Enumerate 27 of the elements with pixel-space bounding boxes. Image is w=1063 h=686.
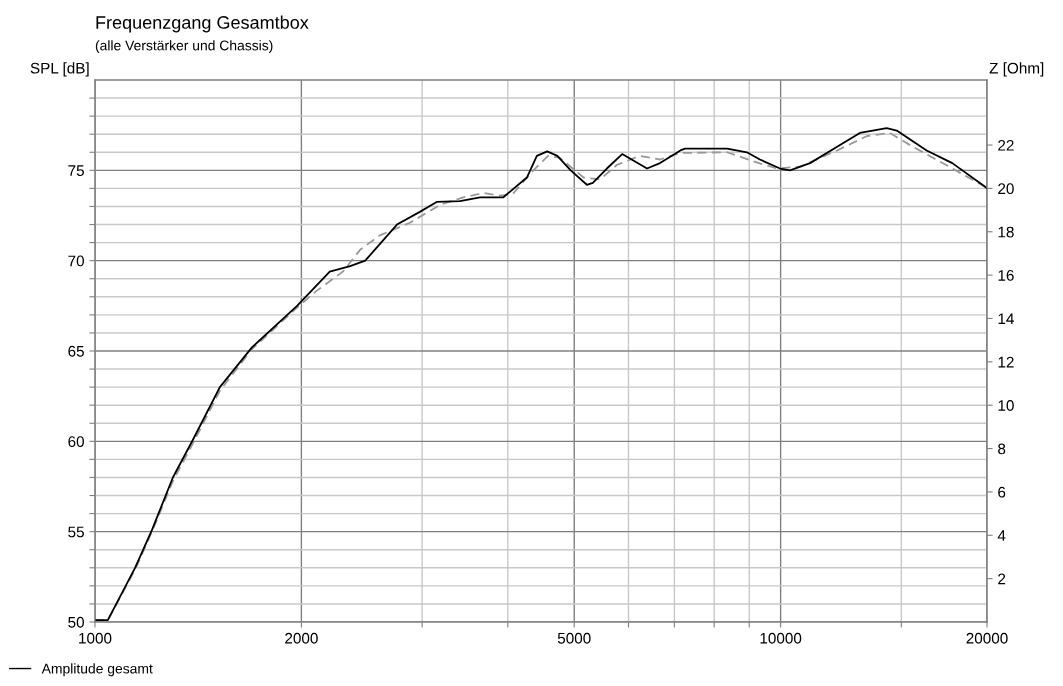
y2-tick-label: 18 — [998, 226, 1014, 238]
y2-tick-label: 22 — [998, 139, 1014, 151]
y-tick-label: 50 — [68, 616, 84, 628]
y-tick-label: 60 — [68, 436, 84, 448]
x-tick-label: 20000 — [966, 632, 1008, 644]
legend-label: Amplitude gesamt — [41, 663, 153, 677]
y2-axis-title: Z [Ohm] — [989, 62, 1044, 77]
x-tick-label: 5000 — [557, 632, 591, 644]
chart-title: Frequenzgang Gesamtbox — [96, 15, 309, 33]
y-tick-label: 75 — [68, 165, 84, 177]
y2-tick-label: 20 — [998, 183, 1014, 195]
y2-tick-label: 14 — [998, 313, 1014, 325]
y2-tick-label: 6 — [998, 486, 1006, 498]
y-tick-label: 55 — [68, 526, 84, 538]
y-tick-label: 70 — [68, 255, 84, 267]
y2-tick-label: 2 — [998, 573, 1006, 585]
y2-tick-label: 16 — [998, 269, 1014, 281]
chart-subtitle: (alle Verstärker und Chassis) — [95, 40, 273, 54]
x-tick-label: 10000 — [760, 632, 802, 644]
y-tick-label: 65 — [68, 345, 84, 357]
y2-tick-label: 8 — [998, 443, 1006, 455]
y2-tick-label: 10 — [998, 400, 1014, 411]
y2-tick-label: 12 — [998, 356, 1014, 368]
y-axis-title: SPL [dB] — [30, 62, 89, 77]
y2-tick-label: 4 — [997, 530, 1006, 541]
x-tick-label: 2000 — [285, 632, 318, 644]
x-tick-label: 1000 — [79, 632, 112, 644]
